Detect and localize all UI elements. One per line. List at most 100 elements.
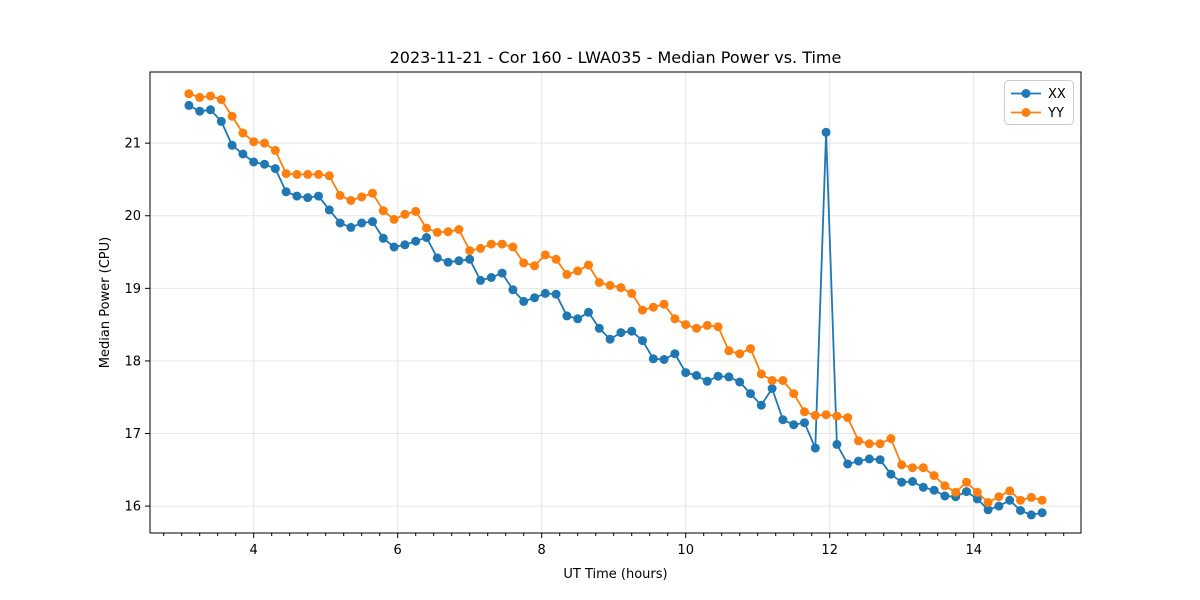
- data-point-YY: [584, 260, 593, 270]
- data-point-YY: [465, 246, 475, 256]
- data-point-XX: [702, 376, 712, 386]
- legend-entry-XX: XX: [1011, 87, 1066, 102]
- tick-labels-layer: 4 6 8 10 12 14 16 17 18 19 20 21: [124, 137, 982, 558]
- legend-label: YY: [1047, 106, 1064, 121]
- x-tick-label: 10: [677, 543, 694, 558]
- data-point-XX: [465, 254, 475, 264]
- x-tick-label: 12: [821, 543, 838, 558]
- x-tick-label: 6: [394, 543, 402, 558]
- data-point-XX: [875, 455, 885, 465]
- data-point-YY: [627, 288, 637, 298]
- data-point-YY: [1037, 495, 1047, 505]
- data-point-YY: [702, 320, 712, 330]
- data-point-YY: [843, 413, 853, 423]
- chart-title: 2023-11-21 - Cor 160 - LWA035 - Median P…: [390, 48, 842, 67]
- data-point-YY: [864, 439, 874, 449]
- data-point-XX: [292, 191, 302, 201]
- data-point-YY: [972, 487, 982, 497]
- data-point-YY: [821, 410, 831, 420]
- data-point-XX: [432, 253, 442, 263]
- data-point-XX: [227, 140, 237, 150]
- series-line-XX: [188, 104, 1043, 516]
- data-point-XX: [314, 191, 323, 201]
- data-point-XX: [260, 159, 269, 169]
- data-point-XX: [648, 354, 658, 364]
- data-point-XX: [659, 355, 669, 364]
- data-point-XX: [994, 501, 1004, 511]
- data-point-YY: [476, 243, 485, 253]
- data-point-YY: [638, 305, 647, 315]
- data-point-XX: [983, 505, 993, 515]
- data-point-YY: [324, 171, 334, 181]
- data-point-YY: [519, 258, 529, 268]
- data-point-YY: [389, 214, 399, 224]
- data-point-XX: [530, 293, 539, 303]
- data-point-XX: [335, 218, 345, 228]
- data-point-YY: [1005, 486, 1015, 496]
- data-point-XX: [324, 205, 334, 215]
- data-point-YY: [508, 242, 518, 252]
- data-point-XX: [346, 222, 356, 232]
- data-point-YY: [594, 278, 604, 287]
- data-point-XX: [249, 157, 259, 167]
- data-point-XX: [681, 368, 691, 378]
- data-point-XX: [735, 377, 745, 387]
- data-point-XX: [789, 420, 799, 430]
- data-point-XX: [756, 400, 766, 410]
- data-point-XX: [897, 477, 907, 487]
- data-point-XX: [886, 469, 896, 479]
- data-point-XX: [195, 106, 205, 116]
- data-point-YY: [1026, 492, 1036, 502]
- data-point-YY: [648, 302, 658, 312]
- data-point-YY: [681, 320, 691, 330]
- data-point-XX: [908, 477, 917, 486]
- data-point-XX: [411, 236, 421, 246]
- data-point-YY: [216, 95, 226, 105]
- legend: XX YY: [1004, 80, 1074, 125]
- data-point-YY: [540, 250, 550, 260]
- series-YY: [184, 89, 1047, 507]
- data-point-XX: [1026, 510, 1036, 520]
- data-point-XX: [767, 384, 777, 393]
- data-point-YY: [562, 270, 572, 279]
- data-point-XX: [422, 233, 431, 242]
- data-point-XX: [594, 323, 604, 333]
- data-point-XX: [443, 257, 453, 267]
- data-point-YY: [314, 169, 323, 179]
- data-point-YY: [962, 477, 971, 487]
- data-point-YY: [281, 169, 291, 179]
- data-point-YY: [659, 299, 669, 309]
- data-point-XX: [864, 454, 874, 464]
- y-tick-label: 21: [124, 137, 141, 152]
- data-point-YY: [195, 92, 205, 102]
- data-point-YY: [238, 128, 248, 138]
- data-point-YY: [292, 169, 302, 179]
- y-tick-label: 19: [124, 282, 141, 297]
- data-point-YY: [346, 196, 356, 205]
- data-point-XX: [389, 242, 399, 252]
- data-point-YY: [432, 227, 442, 237]
- data-point-YY: [670, 314, 680, 324]
- data-point-XX: [746, 389, 755, 399]
- data-point-YY: [411, 206, 421, 216]
- data-point-YY: [378, 206, 388, 216]
- grid-layer: [150, 72, 1081, 533]
- data-point-XX: [400, 240, 410, 250]
- data-point-YY: [875, 439, 885, 449]
- data-point-YY: [573, 266, 583, 276]
- data-point-YY: [800, 407, 809, 417]
- data-point-XX: [810, 443, 820, 453]
- data-point-YY: [357, 192, 367, 202]
- series-line-YY: [188, 92, 1043, 504]
- data-point-XX: [303, 193, 313, 203]
- x-axis-label: UT Time (hours): [563, 567, 667, 582]
- data-point-XX: [821, 127, 831, 137]
- data-point-XX: [1005, 495, 1015, 505]
- data-point-YY: [908, 463, 917, 473]
- data-point-XX: [940, 491, 950, 501]
- data-point-XX: [627, 326, 637, 336]
- data-point-YY: [724, 346, 734, 356]
- y-axis-label: Median Power (CPU): [98, 237, 113, 368]
- data-point-XX: [206, 105, 215, 115]
